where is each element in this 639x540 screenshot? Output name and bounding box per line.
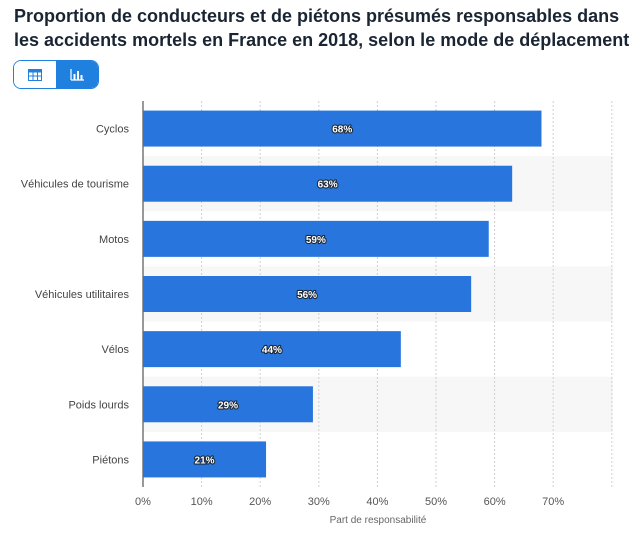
- chart-view-button[interactable]: [56, 61, 98, 88]
- bar-1: [143, 165, 513, 202]
- bar-4: [143, 331, 401, 368]
- chart-title: Proportion de conducteurs et de piétons …: [14, 6, 630, 50]
- value-label: 63%: [318, 180, 338, 191]
- view-toggle: [13, 60, 99, 89]
- value-label: 44%: [262, 345, 282, 356]
- x-tick-label: 0%: [135, 496, 151, 508]
- x-tick-label: 60%: [484, 496, 506, 508]
- category-label: Vélos: [101, 344, 129, 356]
- x-tick-label: 40%: [366, 496, 388, 508]
- category-label: Piétons: [92, 454, 129, 466]
- x-tick-label: 30%: [308, 496, 330, 508]
- value-label: 56%: [297, 290, 317, 301]
- x-tick-label: 70%: [542, 496, 564, 508]
- bar-chart-icon: [70, 68, 84, 81]
- bar-6: [143, 441, 267, 478]
- table-view-button[interactable]: [14, 61, 56, 88]
- value-label: 59%: [306, 235, 326, 246]
- category-label: Cyclos: [96, 124, 130, 136]
- category-label: Véhicules utilitaires: [35, 289, 130, 301]
- x-tick-label: 50%: [425, 496, 447, 508]
- value-label: 29%: [218, 400, 238, 411]
- bar-2: [143, 220, 489, 257]
- bar-5: [143, 386, 313, 423]
- table-icon: [28, 68, 42, 81]
- x-axis-title: Part de responsabilité: [330, 515, 427, 526]
- value-label: 68%: [332, 125, 352, 136]
- x-tick-label: 10%: [191, 496, 213, 508]
- category-label: Véhicules de tourisme: [21, 179, 129, 191]
- x-tick-label: 20%: [249, 496, 271, 508]
- category-label: Motos: [99, 234, 129, 246]
- value-label: 21%: [195, 455, 215, 466]
- bar-0: [143, 110, 542, 147]
- bar-3: [143, 276, 472, 312]
- category-label: Poids lourds: [68, 399, 129, 411]
